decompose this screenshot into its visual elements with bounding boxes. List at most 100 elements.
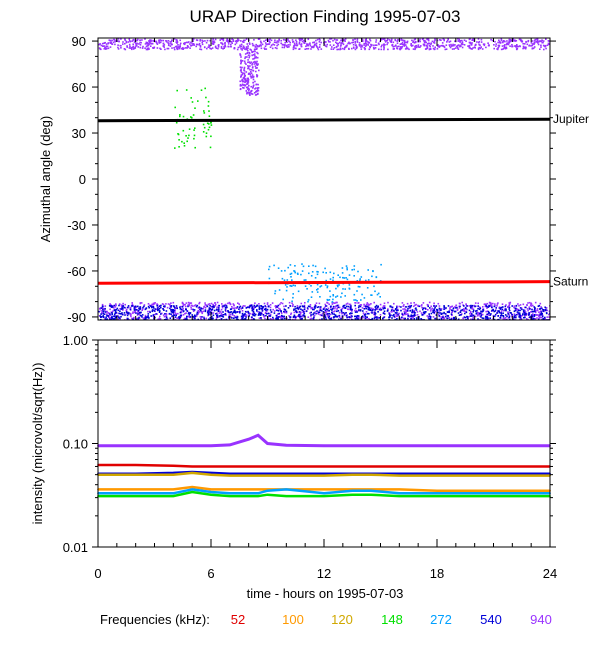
azimuth-point xyxy=(435,305,438,307)
azimuth-point xyxy=(250,85,252,88)
azimuth-point xyxy=(365,40,368,42)
azimuth-point xyxy=(409,306,411,308)
azimuth-point xyxy=(331,311,333,314)
azimuth-point xyxy=(179,314,182,317)
azimuth-point xyxy=(319,308,322,310)
azimuth-point xyxy=(179,42,182,45)
azimuth-point xyxy=(540,310,542,312)
azimuth-point xyxy=(281,277,284,280)
azimuth-point xyxy=(423,44,425,47)
azimuth-point xyxy=(219,310,221,313)
intensity-point xyxy=(511,465,514,468)
azimuth-point xyxy=(100,316,103,318)
azimuth-point xyxy=(379,307,382,310)
azimuth-point xyxy=(193,44,195,46)
azimuth-point xyxy=(260,42,263,44)
azimuth-point xyxy=(398,312,400,315)
azimuth-point xyxy=(245,90,248,92)
azimuth-point xyxy=(291,300,293,303)
azimuth-point xyxy=(487,310,490,313)
azimuth-point xyxy=(451,44,454,47)
azimuth-point xyxy=(265,308,267,310)
azimuth-point xyxy=(474,302,477,304)
azimuth-point xyxy=(105,45,108,47)
azimuth-point xyxy=(248,55,251,57)
azimuth-point xyxy=(478,43,480,46)
azimuth-point xyxy=(348,318,351,320)
azimuth-point xyxy=(205,132,208,134)
azimuth-point xyxy=(536,309,539,312)
intensity-point xyxy=(210,444,212,447)
azimuth-point xyxy=(152,40,155,42)
azimuth-point xyxy=(443,312,445,315)
azimuth-point xyxy=(307,44,309,47)
azimuth-point xyxy=(405,310,407,312)
azimuth-point xyxy=(265,309,267,311)
azimuth-point xyxy=(219,314,222,317)
azimuth-point xyxy=(257,311,260,313)
azimuth-point xyxy=(308,265,310,267)
azimuth-point xyxy=(294,284,296,287)
azimuth-point xyxy=(255,83,257,86)
azimuth-point xyxy=(326,286,329,289)
azimuth-point xyxy=(339,45,342,47)
azimuth-point xyxy=(337,304,340,307)
azimuth-point xyxy=(162,45,165,47)
azimuth-point xyxy=(507,43,510,46)
azimuth-point xyxy=(545,308,547,311)
azimuth-point xyxy=(125,311,128,313)
azimuth-point xyxy=(210,48,213,50)
azimuth-point xyxy=(413,311,416,313)
azimuth-point xyxy=(292,284,295,287)
azimuth-point xyxy=(508,316,511,319)
azimuth-point xyxy=(363,297,366,299)
azimuth-point xyxy=(353,293,356,296)
azimuth-point xyxy=(522,47,524,50)
azimuth-point xyxy=(186,318,188,320)
azimuth-point xyxy=(290,312,293,315)
azimuth-point xyxy=(220,47,223,49)
azimuth-point xyxy=(240,61,242,64)
intensity-point xyxy=(228,472,231,475)
azimuth-point xyxy=(432,311,434,313)
azimuth-point xyxy=(516,47,519,50)
azimuth-point xyxy=(453,44,455,47)
azimuth-point xyxy=(99,308,101,310)
azimuth-point xyxy=(234,316,237,319)
azimuth-point xyxy=(221,315,223,318)
azimuth-point xyxy=(177,47,179,49)
azimuth-point xyxy=(508,309,511,312)
azimuth-point xyxy=(299,317,301,319)
azimuth-point xyxy=(122,41,124,43)
azimuth-point xyxy=(533,317,535,320)
azimuth-point xyxy=(429,317,432,319)
azimuth-point xyxy=(543,48,545,51)
azimuth-point xyxy=(448,44,451,46)
azimuth-point xyxy=(323,318,326,320)
azimuth-point xyxy=(373,313,375,316)
azimuth-point xyxy=(295,311,298,314)
azimuth-point xyxy=(373,317,376,319)
azimuth-point xyxy=(252,306,255,308)
azimuth-point xyxy=(383,302,386,305)
azimuth-point xyxy=(413,313,416,316)
azimuth-point xyxy=(503,44,505,47)
frequency-legend-label: Frequencies (kHz): xyxy=(100,612,210,627)
azimuth-point xyxy=(126,314,129,317)
azimuth-point xyxy=(308,272,310,275)
azimuth-point xyxy=(486,318,489,320)
azimuth-point xyxy=(313,308,315,311)
intensity-point xyxy=(247,438,250,441)
azimuth-point xyxy=(350,308,353,311)
azimuth-point xyxy=(212,40,214,42)
azimuth-point xyxy=(330,318,332,320)
azimuth-point xyxy=(356,311,358,313)
azimuth-point xyxy=(335,39,338,41)
azimuth-point xyxy=(120,47,122,49)
azimuth-point xyxy=(105,48,107,50)
azimuth-point xyxy=(345,312,347,314)
azimuth-point xyxy=(350,305,352,307)
azimuth-point xyxy=(526,318,528,320)
azimuth-point xyxy=(225,310,227,313)
intensity-point xyxy=(351,493,354,496)
